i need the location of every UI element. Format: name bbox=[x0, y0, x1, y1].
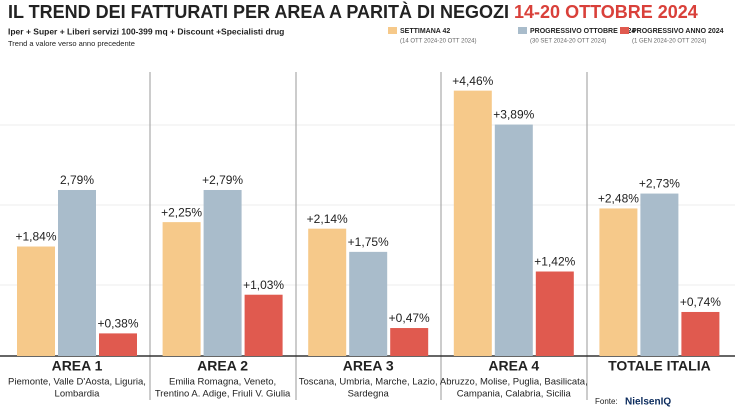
legend-swatch bbox=[388, 27, 397, 34]
source: Fonte: bbox=[595, 397, 618, 406]
category-label: TOTALE ITALIA bbox=[608, 358, 711, 374]
subtitle: Iper + Super + Liberi servizi 100-399 mq… bbox=[8, 26, 284, 36]
value-label: 2,79% bbox=[60, 173, 94, 187]
value-label: +2,48% bbox=[598, 192, 639, 206]
value-label: +1,03% bbox=[243, 278, 284, 292]
category-detail: Trentino A. Adige, Friuli V. Giulia bbox=[155, 389, 291, 400]
category-label: AREA 3 bbox=[343, 358, 394, 374]
category-label: AREA 4 bbox=[488, 358, 539, 374]
value-label: +3,89% bbox=[493, 108, 534, 122]
legend-swatch bbox=[620, 27, 629, 34]
legend-swatch bbox=[518, 27, 527, 34]
note: Trend a valore verso anno precedente bbox=[8, 39, 135, 48]
bar bbox=[99, 333, 137, 356]
value-label: +0,47% bbox=[389, 311, 430, 325]
bar bbox=[349, 251, 388, 356]
value-label: +4,46% bbox=[452, 74, 493, 88]
value-label: +1,75% bbox=[348, 235, 389, 249]
legend-label: SETTIMANA 42 bbox=[400, 28, 450, 35]
bar bbox=[58, 189, 96, 356]
category-label: AREA 1 bbox=[52, 358, 103, 374]
bar bbox=[599, 208, 638, 356]
category-detail: Lombardia bbox=[55, 389, 101, 400]
category-detail: Emilia Romagna, Veneto, bbox=[169, 377, 276, 388]
bar bbox=[162, 222, 201, 356]
value-label: +2,73% bbox=[639, 177, 680, 191]
category-detail: Toscana, Umbria, Marche, Lazio, bbox=[299, 377, 438, 388]
value-label: +1,84% bbox=[15, 230, 56, 244]
bar bbox=[244, 294, 283, 356]
value-label: +2,79% bbox=[202, 173, 243, 187]
bar bbox=[681, 311, 720, 356]
category-detail: Sardegna bbox=[348, 389, 390, 400]
bar bbox=[535, 271, 574, 356]
category-detail: Campania, Calabria, Sicilia bbox=[457, 389, 572, 400]
category-detail: Abruzzo, Molise, Puglia, Basilicata, bbox=[440, 377, 588, 388]
bar bbox=[640, 193, 679, 356]
bar bbox=[308, 228, 347, 356]
value-label: +2,25% bbox=[161, 205, 202, 219]
value-label: +2,14% bbox=[307, 212, 348, 226]
bar bbox=[390, 328, 429, 356]
category-detail: Piemonte, Valle D'Aosta, Liguria, bbox=[8, 377, 146, 388]
legend-period: (1 GEN 2024-20 OTT 2024) bbox=[632, 39, 706, 45]
legend-period: (30 SET 2024-20 OTT 2024) bbox=[530, 39, 606, 45]
legend-label: PROGRESSIVO ANNO 2024 bbox=[632, 28, 724, 35]
bar bbox=[203, 189, 242, 356]
value-label: +1,42% bbox=[534, 255, 575, 269]
bar bbox=[494, 124, 533, 356]
value-label: +0,38% bbox=[97, 317, 138, 331]
legend-label: PROGRESSIVO OTTOBRE 2024 bbox=[530, 28, 635, 35]
bar bbox=[17, 246, 55, 356]
group-dividers bbox=[149, 72, 588, 400]
chart-title: IL TREND DEI FATTURATI PER AREA A PARITÀ… bbox=[8, 1, 698, 22]
value-label: +0,74% bbox=[680, 295, 721, 309]
legend-period: (14 OTT 2024-20 OTT 2024) bbox=[400, 39, 476, 45]
logo: NielsenIQ bbox=[625, 397, 671, 408]
category-label: AREA 2 bbox=[197, 358, 248, 374]
bar bbox=[453, 90, 492, 356]
